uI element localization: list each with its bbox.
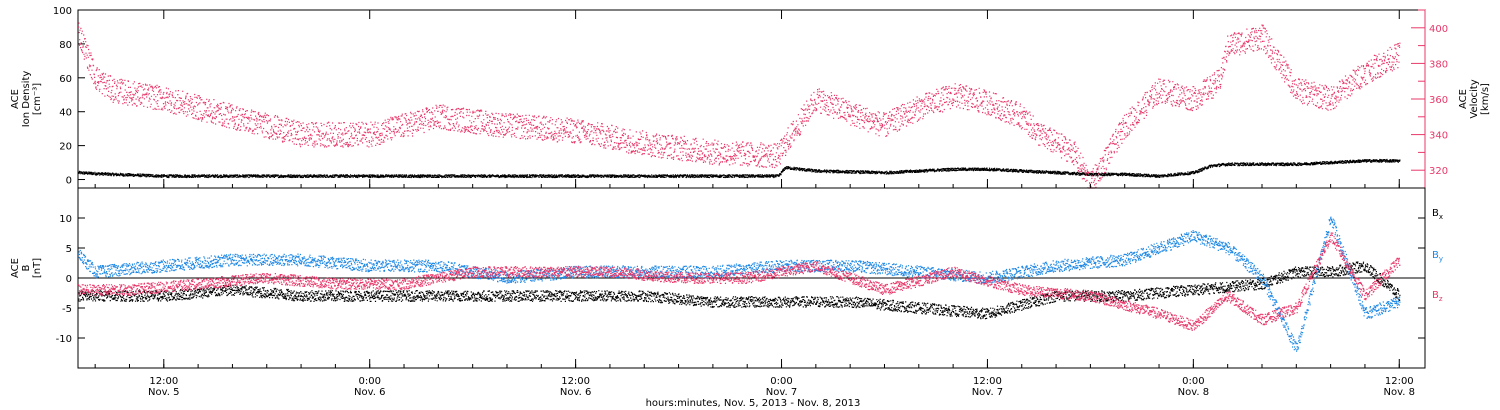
velocity-axis-title: ACE	[1458, 89, 1469, 109]
x-tick-day-label: Nov. 7	[766, 387, 797, 398]
velocity-tick-label: 320	[1429, 166, 1448, 177]
velocity-tick-label: 340	[1429, 131, 1448, 142]
x-tick-day-label: Nov. 6	[560, 387, 591, 398]
field-axis-title: B	[21, 264, 32, 271]
x-axis-label: hours:minutes, Nov. 5, 2013 - Nov. 8, 20…	[646, 398, 861, 409]
field-tick-label: 10	[59, 214, 72, 225]
x-tick-day-label: Nov. 8	[1384, 387, 1415, 398]
by-series-marks	[78, 216, 1401, 352]
velocity-tick-label: 380	[1429, 59, 1448, 70]
magnetic-field-panel: -10 -5 0 5 10 ACE B [nT] Bx By Bz	[10, 187, 1443, 369]
x-tick-day-label: Nov. 8	[1178, 387, 1209, 398]
bz-series	[78, 232, 1401, 331]
velocity-tick-label: 360	[1429, 95, 1448, 106]
density-axis-title: [cm⁻³]	[32, 83, 43, 115]
x-tick-time-label: 0:00	[770, 376, 792, 387]
x-tick-time-label: 12:00	[1385, 376, 1414, 387]
bz-series-marks	[78, 232, 1401, 331]
field-tick-label: 0	[66, 274, 72, 285]
x-tick-time-label: 12:00	[561, 376, 590, 387]
density-tick-label: 60	[59, 74, 72, 85]
velocity-series-marks	[78, 22, 1401, 189]
x-tick-day-label: Nov. 6	[354, 387, 385, 398]
density-tick-label: 80	[59, 40, 72, 51]
bz-legend-label: Bz	[1432, 290, 1443, 303]
field-axis-title: [nT]	[32, 258, 43, 278]
x-tick-time-label: 12:00	[973, 376, 1002, 387]
density-tick-label: 40	[59, 108, 72, 119]
density-tick-label: 100	[53, 6, 72, 17]
bx-legend-label: Bx	[1432, 208, 1443, 221]
velocity-tick-label: 400	[1429, 24, 1448, 35]
x-tick-time-label: 0:00	[358, 376, 380, 387]
velocity-axis-title: Velocity	[1469, 79, 1480, 118]
field-tick-label: -5	[62, 304, 72, 315]
x-tick-time-label: 12:00	[149, 376, 178, 387]
x-tick-time-label: 0:00	[1182, 376, 1204, 387]
by-series	[78, 216, 1401, 352]
field-tick-label: -10	[56, 334, 72, 345]
x-tick-day-label: Nov. 5	[148, 387, 179, 398]
density-axis-title: Ion Density	[21, 71, 32, 128]
density-series-marks	[78, 158, 1401, 179]
density-axis-title: ACE	[10, 89, 21, 109]
field-tick-label: 5	[66, 244, 72, 255]
velocity-axis-title: [km/s]	[1480, 83, 1491, 115]
by-legend-label: By	[1432, 250, 1443, 263]
density-series	[78, 158, 1401, 179]
density-tick-label: 20	[59, 142, 72, 153]
field-axis-title: ACE	[10, 258, 21, 278]
density-tick-label: 0	[66, 176, 72, 187]
x-tick-day-label: Nov. 7	[972, 387, 1003, 398]
velocity-series	[78, 22, 1401, 189]
